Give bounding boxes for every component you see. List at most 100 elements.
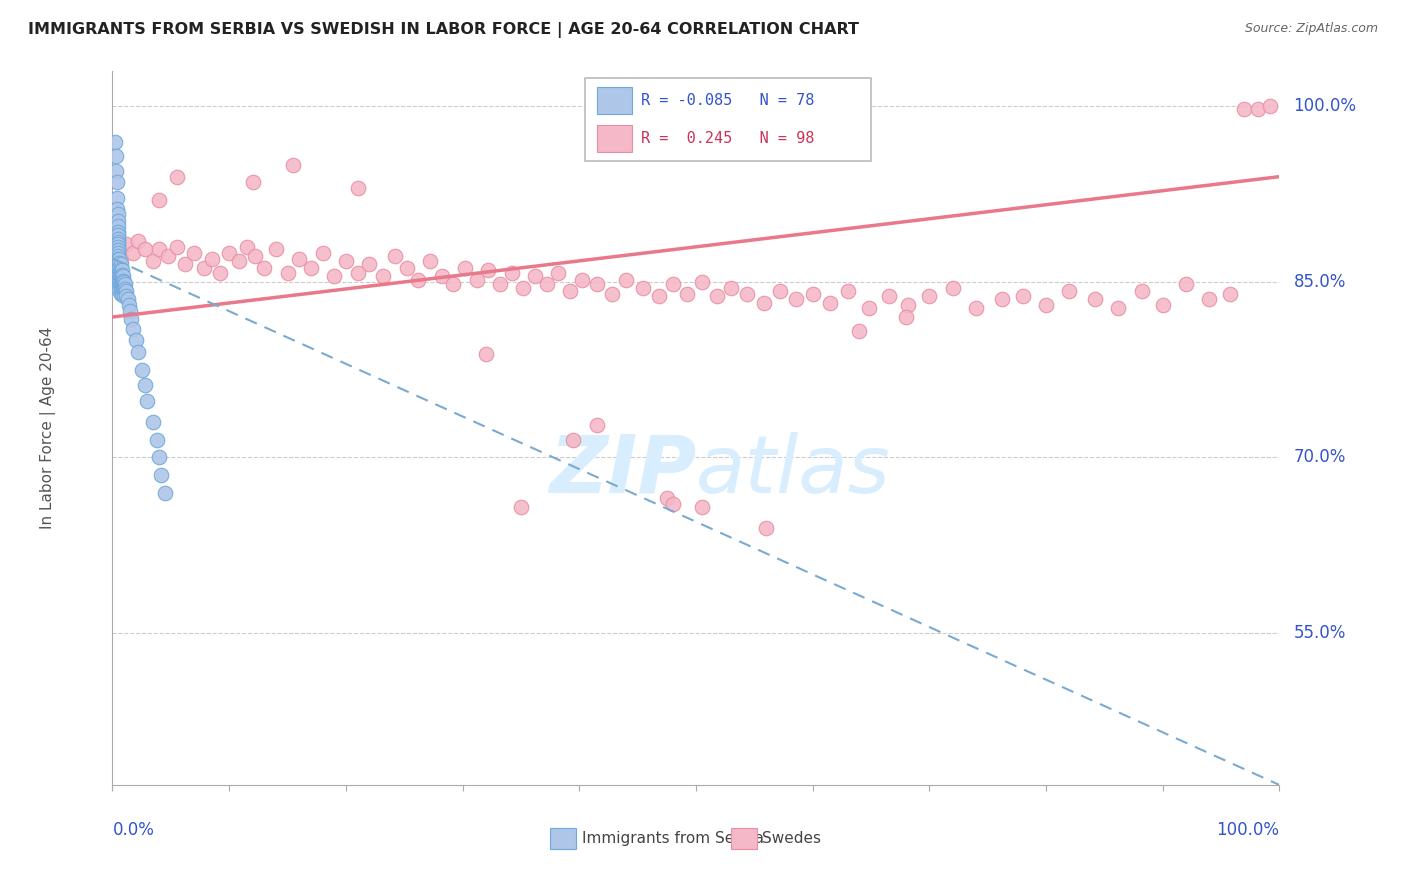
Point: [110, 257, 132, 271]
Point: [253, 260, 276, 275]
Point: [755, 520, 778, 534]
Point: [600, 286, 623, 301]
Point: [108, 256, 131, 270]
Text: IMMIGRANTS FROM SERBIA VS SWEDISH IN LABOR FORCE | AGE 20-64 CORRELATION CHART: IMMIGRANTS FROM SERBIA VS SWEDISH IN LAB…: [28, 22, 859, 38]
Point: [801, 286, 824, 301]
Point: [311, 245, 333, 260]
Point: [193, 260, 215, 275]
Point: [1258, 99, 1281, 113]
Point: [848, 324, 870, 338]
Point: [122, 245, 145, 260]
Point: [166, 240, 188, 254]
Point: [107, 219, 129, 233]
Point: [142, 253, 165, 268]
Point: [108, 266, 131, 280]
Point: [142, 415, 165, 429]
Text: ZIP: ZIP: [548, 432, 696, 510]
Point: [104, 135, 127, 149]
Point: [706, 289, 728, 303]
Point: [112, 289, 135, 303]
Point: [107, 244, 129, 258]
Point: [110, 262, 132, 277]
Point: [115, 289, 138, 303]
Point: [120, 312, 142, 326]
Point: [107, 228, 129, 243]
Point: [218, 245, 240, 260]
Point: [105, 191, 128, 205]
Text: 100.0%: 100.0%: [1294, 97, 1357, 115]
Point: [288, 252, 311, 266]
Point: [661, 497, 683, 511]
Point: [359, 257, 381, 271]
Point: [1219, 286, 1241, 301]
Point: [614, 272, 637, 286]
Point: [110, 270, 132, 285]
Point: [104, 148, 127, 162]
Point: [877, 289, 900, 303]
Point: [558, 285, 581, 299]
Point: [107, 260, 129, 274]
Point: [990, 293, 1012, 307]
Point: [655, 491, 678, 506]
Point: [110, 282, 132, 296]
Text: 70.0%: 70.0%: [1294, 449, 1346, 467]
Point: [1233, 102, 1256, 116]
Point: [111, 278, 134, 293]
Point: [1035, 298, 1057, 312]
Point: [585, 417, 607, 432]
Point: [112, 275, 135, 289]
Point: [111, 268, 134, 282]
Point: [146, 433, 169, 447]
Point: [127, 345, 149, 359]
Point: [737, 286, 759, 301]
Point: [585, 277, 607, 292]
FancyBboxPatch shape: [585, 78, 872, 161]
Point: [661, 277, 683, 292]
Point: [1152, 298, 1174, 312]
Bar: [596, 125, 631, 152]
Point: [111, 277, 134, 292]
Text: R = -0.085   N = 78: R = -0.085 N = 78: [641, 93, 814, 108]
Point: [384, 249, 406, 263]
Point: [110, 274, 132, 288]
Point: [115, 285, 138, 299]
Point: [122, 322, 145, 336]
Point: [512, 281, 534, 295]
Point: [752, 296, 775, 310]
Point: [107, 237, 129, 252]
Point: [107, 214, 129, 228]
Point: [166, 169, 188, 184]
Point: [173, 257, 195, 271]
Point: [235, 240, 257, 254]
Point: [373, 269, 395, 284]
Point: [242, 176, 264, 190]
Point: [148, 193, 170, 207]
Point: [299, 260, 322, 275]
Point: [111, 263, 134, 277]
Point: [111, 282, 134, 296]
Point: [562, 433, 585, 447]
Text: 85.0%: 85.0%: [1294, 273, 1346, 291]
Point: [430, 269, 453, 284]
Point: [633, 281, 655, 295]
Point: [1130, 285, 1153, 299]
Point: [108, 276, 131, 290]
Point: [108, 279, 131, 293]
Text: 55.0%: 55.0%: [1294, 624, 1346, 642]
Point: [153, 485, 176, 500]
Point: [107, 235, 129, 249]
Point: [1198, 293, 1220, 307]
Bar: [550, 828, 576, 849]
Point: [110, 252, 132, 266]
Point: [108, 272, 131, 286]
Point: [157, 249, 180, 263]
Point: [112, 279, 135, 293]
Point: [107, 272, 129, 286]
Point: [114, 282, 136, 296]
Point: [965, 301, 987, 315]
Point: [465, 272, 488, 286]
Point: [148, 242, 170, 256]
Point: [208, 266, 231, 280]
Point: [441, 277, 464, 292]
Point: [105, 202, 128, 217]
